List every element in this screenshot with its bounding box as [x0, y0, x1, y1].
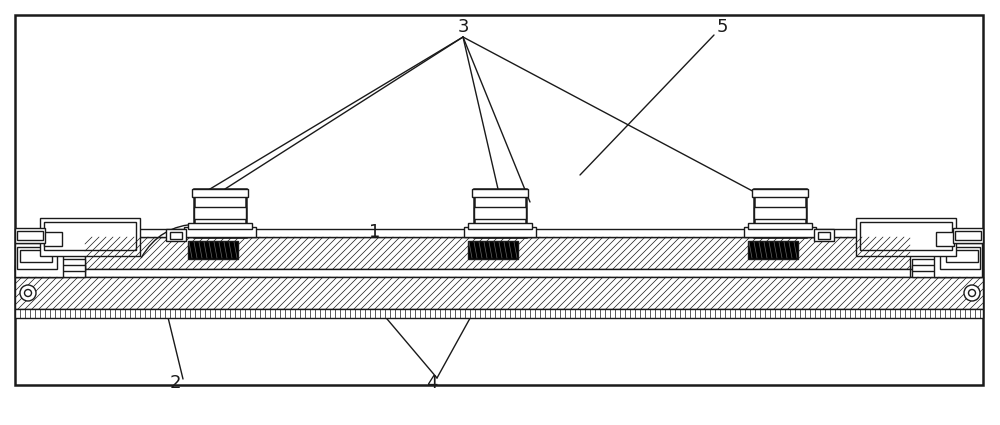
Bar	[15, 309, 983, 318]
Circle shape	[964, 285, 980, 301]
Bar	[188, 241, 238, 259]
Bar	[188, 223, 252, 229]
Bar	[940, 247, 980, 269]
Bar	[184, 227, 256, 237]
Bar	[856, 218, 956, 256]
Bar	[170, 232, 182, 239]
Bar	[15, 277, 983, 309]
Bar	[44, 232, 62, 246]
Bar	[464, 227, 536, 237]
Text: 3: 3	[457, 18, 469, 36]
Bar	[752, 189, 808, 197]
Bar	[953, 228, 983, 243]
Bar	[754, 189, 806, 237]
Bar	[818, 232, 830, 239]
Bar	[912, 259, 982, 277]
Text: 2: 2	[169, 374, 181, 392]
Bar	[194, 207, 246, 219]
Bar	[912, 265, 982, 271]
Bar	[166, 229, 186, 241]
Bar	[472, 189, 528, 197]
Text: 4: 4	[426, 374, 438, 392]
Bar	[748, 223, 812, 229]
Bar	[814, 229, 834, 241]
Bar	[936, 232, 954, 246]
Text: 1: 1	[369, 223, 381, 241]
Bar	[20, 250, 52, 262]
Bar	[192, 189, 248, 197]
Bar	[194, 189, 246, 237]
Bar	[15, 265, 85, 271]
Circle shape	[968, 289, 976, 297]
Text: 5: 5	[716, 18, 728, 36]
Circle shape	[24, 289, 32, 297]
Bar	[15, 243, 63, 277]
Bar	[17, 247, 57, 269]
Bar	[474, 189, 526, 237]
Bar	[934, 243, 982, 277]
Bar	[468, 241, 518, 259]
Bar	[85, 269, 910, 277]
Bar	[15, 259, 85, 277]
Bar	[15, 15, 983, 385]
Bar	[860, 222, 952, 250]
Bar	[15, 228, 45, 243]
Bar	[44, 222, 136, 250]
Bar	[85, 237, 910, 269]
Bar	[946, 250, 978, 262]
Bar	[955, 231, 981, 240]
Bar	[17, 231, 43, 240]
Circle shape	[20, 285, 36, 301]
Bar	[468, 223, 532, 229]
Bar	[85, 229, 910, 237]
Bar	[474, 207, 526, 219]
Bar	[748, 241, 798, 259]
Bar	[754, 207, 806, 219]
Bar	[40, 218, 140, 256]
Bar	[744, 227, 816, 237]
